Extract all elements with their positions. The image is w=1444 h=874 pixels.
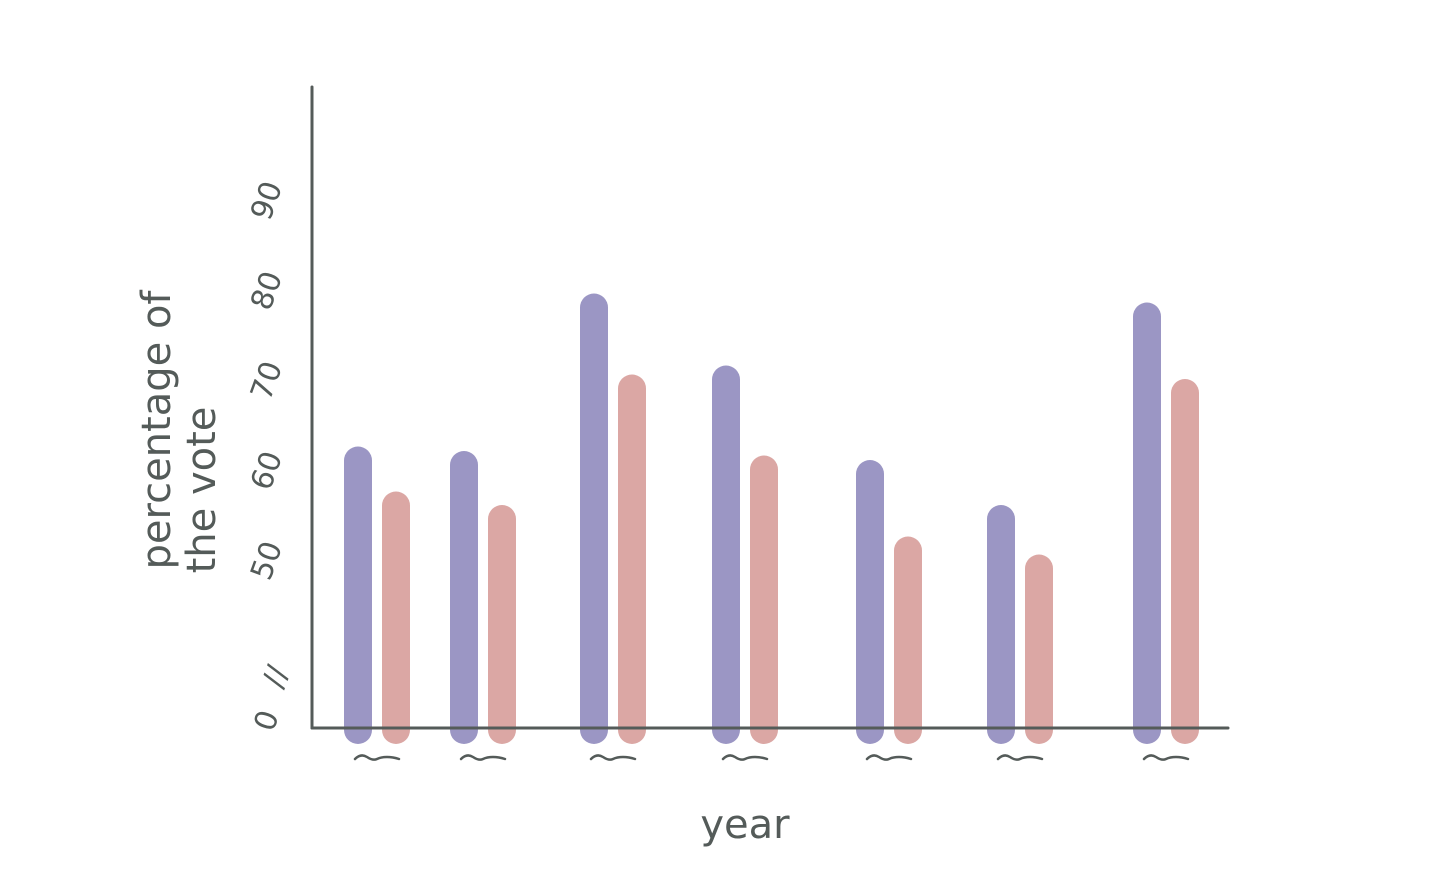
x-tick-squiggles [353,754,1190,761]
bars-group [344,293,1199,744]
y-axis-break-mark: // [256,660,296,692]
x-tick-squiggle [865,754,913,761]
y-tick-labels: 0 50 60 70 80 90 [244,177,290,736]
y-tick-label: 70 [244,357,290,405]
y-axis-title-line-2: the vote [179,407,225,574]
x-tick-squiggle [996,754,1044,761]
x-tick-squiggle [721,754,769,761]
x-axis-title: year [700,802,790,848]
y-tick-label: 0 [247,706,286,736]
x-tick-squiggle [589,754,637,761]
x-tick-squiggle [353,754,401,761]
x-tick-squiggle [459,754,507,761]
y-tick-label: 80 [244,267,290,315]
y-axis-title-line-1: percentage of [134,290,180,570]
y-tick-label: 50 [244,537,290,585]
y-tick-label: 60 [244,447,290,495]
y-tick-label: 90 [244,177,290,225]
x-tick-squiggle [1142,754,1190,761]
